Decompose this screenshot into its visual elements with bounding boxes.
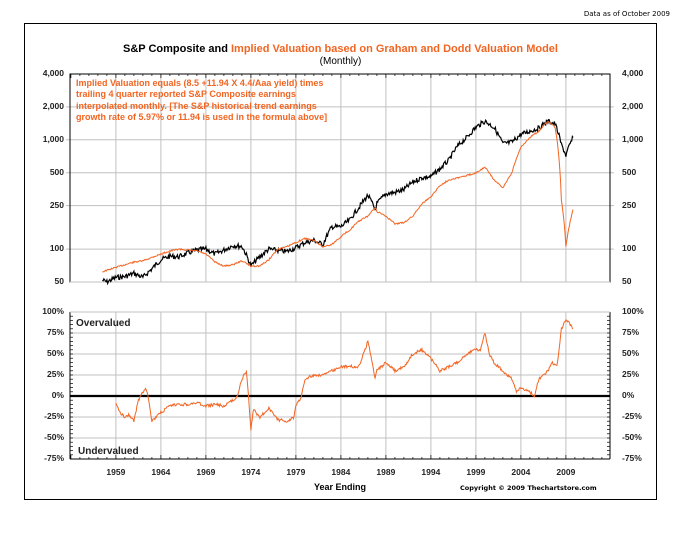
bottom-y-tick-right: -50% — [622, 432, 642, 442]
chart-subtitle: (Monthly) — [319, 56, 362, 67]
top-y-tick-left: 1,000 — [42, 133, 64, 144]
bottom-y-tick-left: -75% — [44, 453, 64, 463]
formula-annotation: Implied Valuation equals (8.5 +11.94 X 4… — [76, 78, 328, 122]
chart-title: S&P Composite and Implied Valuation base… — [24, 43, 657, 55]
x-tick-label: 1979 — [286, 467, 306, 477]
x-tick-label: 2004 — [511, 467, 531, 477]
top-y-tick-right: 2,000 — [622, 100, 644, 111]
x-tick-label: 1969 — [196, 467, 216, 477]
bottom-y-tick-right: -25% — [622, 411, 642, 421]
top-y-tick-left: 100 — [49, 243, 64, 254]
bottom-y-tick-left: 25% — [46, 369, 64, 379]
bottom-y-tick-left: -25% — [44, 411, 64, 421]
title-implied: Implied Valuation based on Graham and Do… — [230, 43, 558, 55]
valuation-pct-line — [115, 319, 574, 431]
top-y-tick-left: 50 — [54, 276, 64, 286]
sp-composite-line — [102, 118, 574, 286]
bottom-y-tick-right: -75% — [622, 453, 642, 463]
x-tick-label: 1959 — [106, 467, 126, 477]
top-y-tick-right: 1,000 — [622, 133, 644, 144]
x-axis-label: Year Ending — [313, 482, 366, 492]
bottom-y-tick-left: 50% — [46, 348, 64, 358]
chart-frame — [24, 23, 657, 500]
x-tick-label: 1984 — [331, 467, 351, 477]
bottom-y-tick-right: 100% — [622, 306, 644, 316]
x-tick-label: 1994 — [421, 467, 441, 477]
x-tick-label: 1974 — [241, 467, 261, 477]
implied-valuation-line — [102, 120, 574, 273]
data-as-of-label: Data as of October 2009 — [583, 10, 670, 18]
bottom-y-tick-left: 100% — [42, 306, 64, 316]
bottom-y-tick-left: -50% — [44, 432, 64, 442]
x-tick-label: 1989 — [376, 467, 396, 477]
top-y-tick-right: 100 — [622, 243, 637, 254]
bottom-y-tick-left: 75% — [46, 327, 64, 337]
x-tick-label: 1964 — [151, 467, 171, 477]
bottom-y-tick-right: 75% — [622, 327, 640, 337]
bottom-y-tick-right: 0% — [622, 390, 635, 400]
top-y-tick-right: 250 — [622, 199, 637, 210]
top-y-tick-right: 50 — [622, 276, 632, 286]
top-y-tick-right: 500 — [622, 166, 637, 177]
title-sp: S&P Composite and — [123, 43, 231, 55]
bottom-y-tick-right: 50% — [622, 348, 640, 358]
bottom-y-tick-right: 25% — [622, 369, 640, 379]
top-y-tick-left: 500 — [49, 166, 64, 177]
top-y-tick-left: 2,000 — [42, 100, 64, 111]
top-y-tick-right: 4,000 — [622, 68, 644, 78]
x-tick-label: 1999 — [466, 467, 486, 477]
top-y-tick-left: 4,000 — [42, 68, 64, 78]
x-tick-label: 2009 — [556, 467, 576, 477]
top-y-tick-left: 250 — [49, 199, 64, 210]
undervalued-label: Undervalued — [78, 446, 139, 457]
copyright-label: Copyright © 2009 Thechartstore.com — [460, 484, 597, 492]
overvalued-label: Overvalued — [76, 318, 131, 329]
bottom-y-tick-left: 0% — [51, 390, 64, 400]
